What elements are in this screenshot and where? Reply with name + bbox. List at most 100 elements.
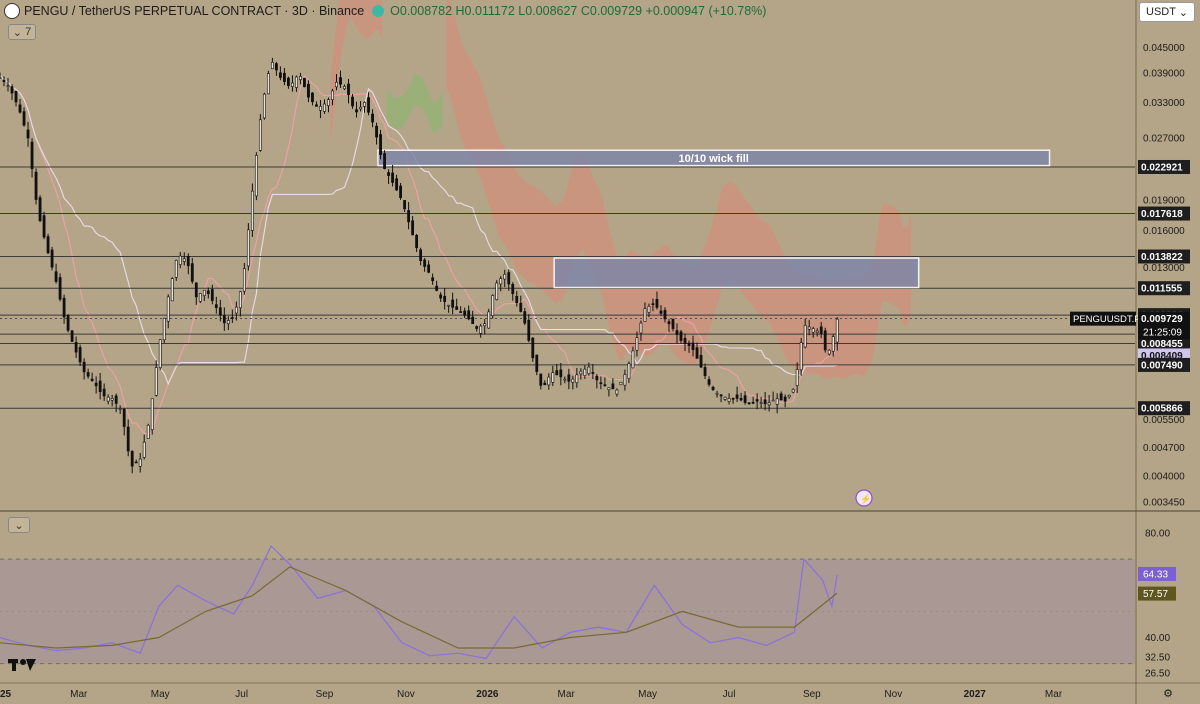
candle-body [82, 361, 86, 373]
candle-body [379, 134, 382, 155]
candle-body [651, 303, 655, 305]
rsi-band-fill [0, 559, 1135, 664]
candle-body [206, 290, 210, 294]
candle-body [683, 338, 687, 345]
candle-body [90, 378, 94, 381]
candle-body [254, 155, 258, 197]
price-axis-label: 0.019000 [1143, 196, 1185, 207]
candle-body [635, 337, 639, 351]
candle-body [275, 63, 278, 71]
rsi-ma-value-tag [1138, 586, 1176, 601]
candle-body [222, 315, 226, 324]
candle-body [559, 369, 563, 378]
time-axis-label: Jul [723, 689, 736, 700]
candles [0, 57, 839, 474]
candle-body [246, 229, 250, 267]
level-price-tag [1138, 206, 1190, 221]
candle-body [319, 106, 322, 111]
candle-body [539, 373, 543, 386]
candle-body [507, 272, 511, 285]
candle-body [122, 408, 126, 427]
candle-body [807, 326, 811, 330]
candle-body [315, 104, 318, 107]
candle-body [447, 304, 451, 307]
time-axis-label: 2025 [0, 689, 12, 700]
candle-body [443, 295, 447, 302]
market-status-icon [372, 5, 385, 17]
candle-body [22, 111, 26, 126]
currency-label: USDT [1146, 6, 1176, 18]
conversion-line [0, 74, 838, 434]
candle-body [54, 271, 58, 282]
candle-body [675, 330, 679, 335]
candle-body [611, 383, 615, 390]
candle-body [455, 306, 459, 310]
currency-select[interactable]: USDT ⌄ [1139, 2, 1195, 22]
candle-body [134, 461, 138, 464]
time-axis-label: 2027 [964, 689, 987, 700]
time-axis-label: Nov [397, 689, 415, 700]
level-price-label: 0.008409 [1141, 351, 1183, 362]
candle-body [655, 298, 659, 308]
candle-body [579, 370, 583, 375]
candle-body [34, 171, 38, 200]
price-axis-label: 0.045000 [1143, 43, 1185, 54]
rsi-axis-label: 40.00 [1145, 633, 1170, 644]
candle-body [335, 81, 338, 88]
candle-body [142, 441, 146, 458]
price-zone-box [377, 149, 1051, 167]
rsi-line [0, 544, 838, 660]
candle-body [299, 76, 302, 80]
ichimoku-cloud-bull [386, 73, 443, 135]
symbol-title[interactable]: PENGU / TetherUS PERPETUAL CONTRACT · 3D… [24, 4, 365, 18]
candle-body [479, 325, 483, 334]
ohlc-low: L0.008627 [518, 4, 578, 18]
candle-body [703, 367, 707, 377]
level-price-tag [1138, 249, 1190, 264]
lightning-alert-icon [855, 489, 873, 507]
candle-body [595, 375, 599, 381]
candle-body [727, 398, 731, 402]
candle-body [699, 355, 703, 368]
price-axis-label: 0.039000 [1143, 68, 1185, 79]
price-zone-box [553, 257, 920, 289]
candle-body [747, 402, 751, 405]
candle-body [779, 393, 783, 401]
candle-body [238, 291, 242, 309]
candle-body [587, 366, 591, 374]
indicators-toggle-button[interactable]: ⌄ 7 [8, 24, 36, 40]
rsi-ma-line [0, 566, 838, 649]
candle-body [571, 378, 575, 383]
candle-body [827, 349, 831, 355]
price-axis-label: 0.033000 [1143, 98, 1185, 109]
candle-body [427, 264, 431, 273]
candle-body [62, 297, 66, 318]
candle-body [343, 86, 346, 90]
level-price-tag [1138, 159, 1190, 174]
rsi-collapse-button[interactable]: ⌄ [8, 517, 30, 533]
candle-body [687, 342, 691, 346]
candle-body [415, 234, 419, 249]
candle-body [403, 200, 406, 210]
candle-body [707, 379, 711, 385]
candle-body [435, 285, 439, 291]
ichimoku-cloud-bear [446, 0, 912, 379]
candle-body [367, 97, 370, 113]
level-price-label: 0.011555 [1141, 284, 1183, 295]
candle-body [803, 324, 807, 348]
candle-body [283, 72, 286, 82]
candle-body [130, 451, 134, 467]
time-axis-label: Nov [884, 689, 902, 700]
time-axis-label: Mar [1045, 689, 1063, 700]
candle-body [158, 339, 162, 368]
candle-body [795, 369, 799, 386]
time-axis-label: May [151, 689, 170, 700]
candle-body [174, 260, 178, 278]
candle-body [86, 372, 90, 377]
price-axis-label: 0.004000 [1143, 471, 1185, 482]
candle-body [771, 399, 775, 402]
candle-body [551, 372, 555, 383]
candle-body [735, 394, 739, 399]
candle-body [467, 310, 471, 320]
